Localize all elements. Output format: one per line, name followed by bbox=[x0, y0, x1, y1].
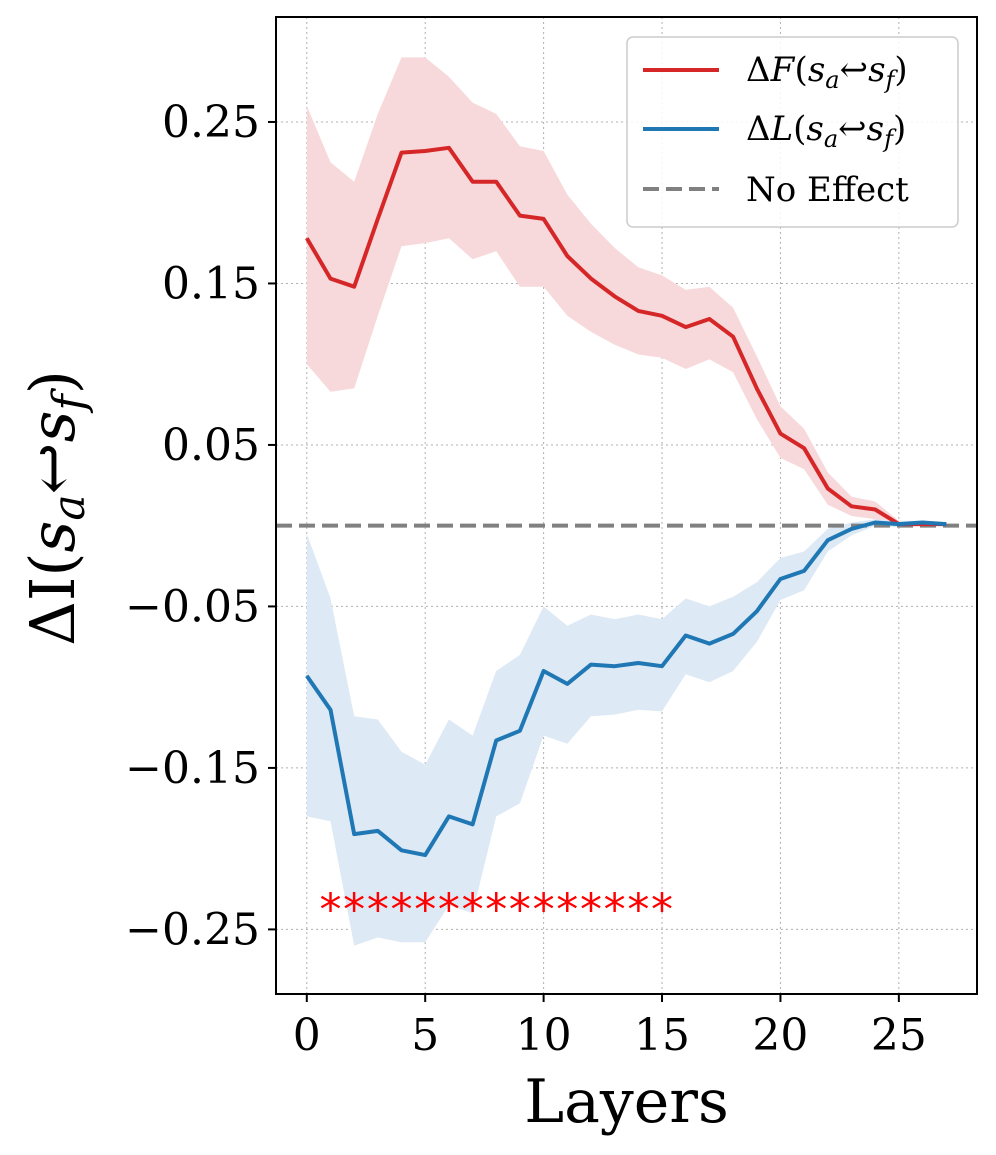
data-point bbox=[945, 523, 947, 525]
data-point bbox=[614, 295, 616, 297]
significance-star: * bbox=[556, 884, 578, 935]
data-point bbox=[519, 215, 521, 217]
data-point bbox=[922, 521, 924, 523]
legend-label-delta-l: ΔL(sa↩sf) bbox=[746, 109, 906, 153]
data-point bbox=[377, 218, 379, 220]
legend-label-no-effect: No Effect bbox=[746, 170, 909, 210]
data-point bbox=[685, 326, 687, 328]
svg-text:ΔI(sa↩sf): ΔI(sa↩sf) bbox=[16, 370, 95, 646]
data-point bbox=[590, 664, 592, 666]
data-point bbox=[803, 447, 805, 449]
data-point bbox=[424, 150, 426, 152]
data-point bbox=[803, 570, 805, 572]
data-point bbox=[850, 505, 852, 507]
data-point bbox=[708, 643, 710, 645]
confidence-band-1 bbox=[306, 519, 947, 946]
y-axis: 0.25 0.15 0.05 −0.05 −0.15 −0.25 bbox=[125, 97, 276, 955]
data-point bbox=[401, 849, 403, 851]
data-point bbox=[614, 665, 616, 667]
data-point bbox=[306, 237, 308, 239]
data-point bbox=[756, 387, 758, 389]
significance-star: * bbox=[509, 884, 531, 935]
data-point bbox=[637, 310, 639, 312]
data-point bbox=[661, 315, 663, 317]
significance-star: * bbox=[651, 884, 673, 935]
significance-star: * bbox=[367, 884, 389, 935]
data-point bbox=[448, 147, 450, 149]
series-line-0 bbox=[305, 145, 947, 527]
data-point bbox=[779, 433, 781, 435]
data-point bbox=[732, 336, 734, 338]
data-point bbox=[495, 739, 497, 741]
data-point bbox=[756, 610, 758, 612]
x-tick-label: 25 bbox=[871, 1010, 927, 1061]
significance-star: * bbox=[438, 884, 460, 935]
significance-star: * bbox=[580, 884, 602, 935]
significance-star: * bbox=[391, 884, 413, 935]
data-point bbox=[495, 181, 497, 183]
data-point bbox=[685, 634, 687, 636]
data-point bbox=[329, 709, 331, 711]
significance-star: * bbox=[319, 884, 341, 935]
data-point bbox=[306, 675, 308, 677]
significance-star: * bbox=[485, 884, 507, 935]
legend-label-delta-f: ΔF)(sa↩sf) bbox=[746, 50, 908, 94]
y-tick-label: −0.05 bbox=[125, 581, 260, 632]
x-axis-title: Layers bbox=[524, 1067, 729, 1137]
series-lines bbox=[305, 145, 947, 858]
y-tick-label: 0.15 bbox=[162, 258, 260, 309]
significance-star: * bbox=[462, 884, 484, 935]
x-tick-label: 20 bbox=[752, 1010, 808, 1061]
x-tick-label: 15 bbox=[634, 1010, 690, 1061]
y-tick-label: 0.05 bbox=[162, 420, 260, 471]
data-point bbox=[353, 286, 355, 288]
data-point bbox=[637, 662, 639, 664]
significance-star: * bbox=[414, 884, 436, 935]
significance-markers: * * * * * * * * * * * * * * * bbox=[319, 884, 673, 935]
plot-frame bbox=[275, 16, 978, 995]
y-tick-label: 0.25 bbox=[162, 97, 260, 148]
data-point bbox=[874, 509, 876, 511]
data-point bbox=[519, 730, 521, 732]
data-point bbox=[472, 181, 474, 183]
x-axis: 0 5 10 15 20 25 bbox=[293, 994, 927, 1061]
data-point bbox=[708, 318, 710, 320]
data-point bbox=[401, 152, 403, 154]
data-point bbox=[661, 665, 663, 667]
significance-star: * bbox=[343, 884, 365, 935]
data-point bbox=[566, 255, 568, 257]
data-point bbox=[377, 830, 379, 832]
data-point bbox=[543, 218, 545, 220]
data-point bbox=[827, 488, 829, 490]
x-tick-label: 0 bbox=[293, 1010, 321, 1061]
y-tick-label: −0.25 bbox=[125, 904, 260, 955]
data-point bbox=[732, 633, 734, 635]
data-point bbox=[424, 854, 426, 856]
data-point bbox=[566, 683, 568, 685]
significance-star: * bbox=[627, 884, 649, 935]
significance-star: * bbox=[604, 884, 626, 935]
data-point bbox=[329, 278, 331, 280]
x-tick-label: 10 bbox=[516, 1010, 572, 1061]
data-point bbox=[590, 278, 592, 280]
x-tick-label: 5 bbox=[411, 1010, 439, 1061]
data-point bbox=[448, 815, 450, 817]
y-tick-label: −0.15 bbox=[125, 743, 260, 794]
data-point bbox=[850, 528, 852, 530]
data-point bbox=[543, 670, 545, 672]
y-axis-title: ΔI(sa↩sf) bbox=[16, 370, 95, 646]
data-point bbox=[874, 521, 876, 523]
significance-star: * bbox=[533, 884, 555, 935]
data-point bbox=[353, 833, 355, 835]
data-point bbox=[779, 578, 781, 580]
data-point bbox=[898, 523, 900, 525]
series-line-1 bbox=[305, 520, 947, 858]
data-point bbox=[472, 823, 474, 825]
data-point bbox=[827, 539, 829, 541]
legend-box bbox=[626, 36, 959, 228]
legend: ΔF)(sa↩sf) ΔL(sa↩sf) No Effect bbox=[626, 36, 959, 228]
